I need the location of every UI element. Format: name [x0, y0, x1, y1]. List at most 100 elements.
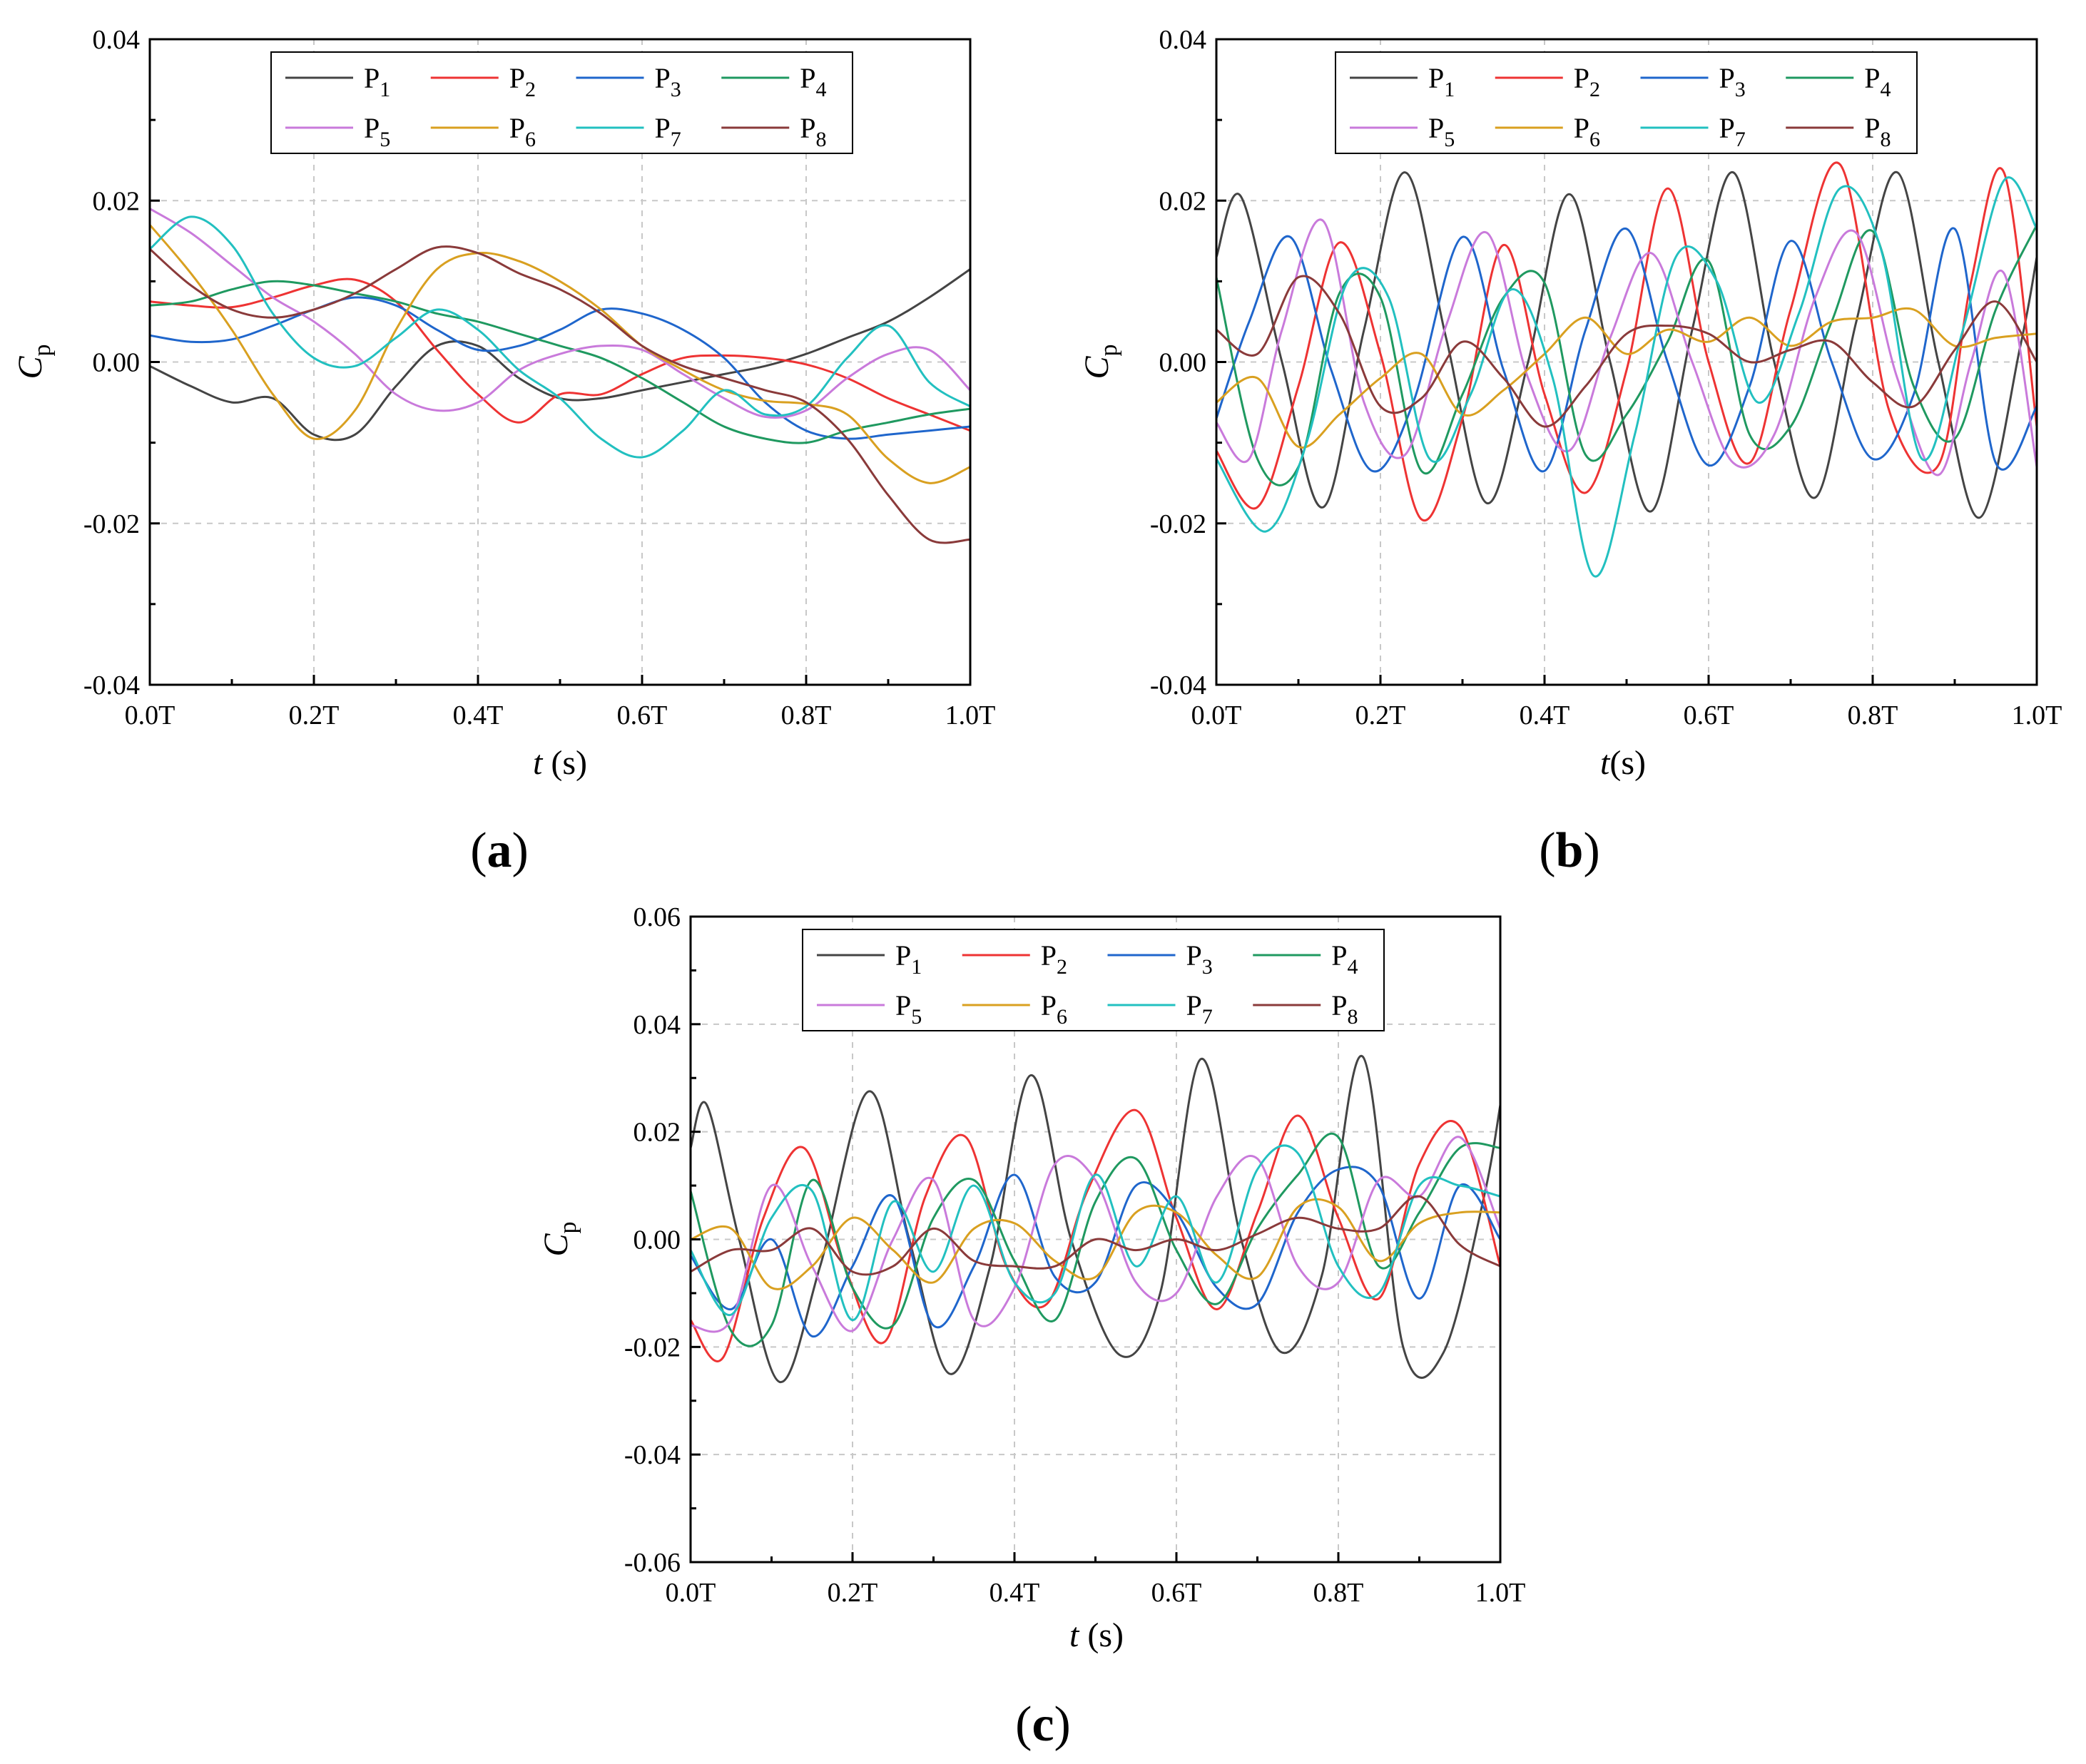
- series-line-p1: [150, 267, 970, 442]
- legend-label-p6: P6: [1574, 112, 1600, 151]
- x-axis-title-a: t (s): [533, 744, 587, 782]
- series-layer-a: [150, 208, 970, 544]
- series-line-p8: [691, 1195, 1500, 1276]
- y-tick-label: 0.00: [634, 1225, 681, 1255]
- series-line-p5: [691, 1136, 1500, 1333]
- x-tick-label: 0.6T: [1151, 1578, 1202, 1608]
- series-line-p1: [691, 1055, 1500, 1383]
- legend-label-p5: P5: [364, 112, 390, 151]
- series-line-p5: [150, 208, 970, 419]
- legend-label-p7: P7: [655, 112, 681, 151]
- y-tick-label: -0.02: [1150, 509, 1206, 539]
- y-tick-label: 0.00: [1159, 348, 1207, 378]
- series-line-p4: [150, 280, 970, 444]
- series-line-p2: [1216, 161, 2037, 522]
- legend-label-p1: P1: [364, 62, 390, 101]
- x-tick-label: 0.4T: [1520, 700, 1570, 730]
- chart-panel-a: 0.0T 0.2T 0.4T 0.6T 0.8T 1.0T -0.04 -0.02 0.00 0.…: [11, 25, 995, 878]
- legend-label-p2: P2: [1574, 62, 1600, 101]
- panel-label-b: (b): [1539, 823, 1600, 878]
- series-line-p7: [150, 215, 970, 459]
- y-tick-label: -0.04: [624, 1440, 681, 1470]
- x-tick-label: 0.0T: [125, 700, 175, 730]
- legend-label-p4: P4: [1864, 62, 1891, 101]
- x-axis-title-c: t (s): [1069, 1616, 1124, 1654]
- panel-label-c: (c): [1015, 1697, 1071, 1752]
- y-tick-label: -0.04: [1150, 671, 1206, 700]
- legend-label-p4: P4: [1331, 939, 1358, 979]
- legend-label-p5: P5: [895, 989, 922, 1029]
- series-line-p7: [691, 1144, 1500, 1322]
- legend-label-p1: P1: [1428, 62, 1455, 101]
- series-line-p1: [1216, 171, 2037, 519]
- y-tick-label: -0.02: [624, 1332, 681, 1362]
- series-layer-b: [1216, 161, 2037, 578]
- legend-a: P1 P2 P3 P4 P5 P6 P7 P8: [270, 51, 853, 154]
- legend-label-p7: P7: [1719, 112, 1746, 151]
- legend-box: [1335, 51, 1918, 154]
- x-tick-label: 0.0T: [1191, 700, 1242, 730]
- x-tick-label: 1.0T: [945, 700, 996, 730]
- panel-label-a: (a): [470, 823, 529, 878]
- ticks-c: 0.0T 0.2T 0.4T 0.6T 0.8T 1.0T -0.06 -0.04 -0.02 0…: [624, 902, 1526, 1608]
- legend-b: P1 P2 P3 P4 P5 P6 P7 P8: [1335, 51, 1918, 154]
- chart-panel-b: 0.0T 0.2T 0.4T 0.6T 0.8T 1.0T -0.04 -0.02 0.00 0.…: [1078, 25, 2062, 878]
- legend-label-p6: P6: [509, 112, 536, 151]
- y-tick-label: 0.02: [93, 186, 141, 216]
- legend-label-p6: P6: [1041, 989, 1067, 1029]
- series-line-p8: [150, 245, 970, 544]
- y-axis-title-c: Cp: [537, 1221, 581, 1256]
- legend-label-p8: P8: [1864, 112, 1891, 151]
- x-tick-label: 0.2T: [1355, 700, 1406, 730]
- legend-label-p7: P7: [1186, 989, 1213, 1029]
- x-tick-label: 0.8T: [1848, 700, 1898, 730]
- legend-box: [270, 51, 853, 154]
- x-tick-label: 0.2T: [828, 1578, 878, 1608]
- chart-panel-c: 0.0T 0.2T 0.4T 0.6T 0.8T 1.0T -0.06 -0.04 -0.02 0…: [537, 902, 1525, 1752]
- x-tick-label: 0.6T: [1684, 700, 1734, 730]
- y-tick-label: -0.02: [83, 509, 140, 539]
- series-line-p4: [1216, 223, 2037, 486]
- legend-label-p4: P4: [800, 62, 826, 101]
- legend-label-p8: P8: [1331, 989, 1358, 1029]
- ticks-b: 0.0T 0.2T 0.4T 0.6T 0.8T 1.0T -0.04 -0.02 0.00 0.…: [1150, 25, 2062, 730]
- series-layer-c: [691, 1055, 1500, 1383]
- y-tick-label: 0.04: [93, 25, 141, 55]
- legend-label-p2: P2: [1041, 939, 1067, 979]
- legend-label-p3: P3: [1186, 939, 1213, 979]
- y-axis-title-b: Cp: [1078, 344, 1122, 379]
- series-line-p2: [150, 277, 970, 432]
- ticks-a: 0.0T 0.2T 0.4T 0.6T 0.8T 1.0T -0.04 -0.02 0.00 0.…: [83, 25, 996, 730]
- legend-label-p3: P3: [1719, 62, 1746, 101]
- x-tick-label: 0.6T: [617, 700, 668, 730]
- legend-c: P1 P2 P3 P4 P5 P6 P7 P8: [802, 929, 1385, 1031]
- y-tick-label: -0.04: [83, 671, 140, 700]
- legend-label-p5: P5: [1428, 112, 1455, 151]
- legend-label-p8: P8: [800, 112, 826, 151]
- x-tick-label: 0.8T: [781, 700, 832, 730]
- series-line-p8: [1216, 275, 2037, 428]
- series-line-p6: [1216, 307, 2037, 449]
- y-tick-label: 0.06: [634, 902, 681, 932]
- x-tick-label: 0.8T: [1313, 1578, 1364, 1608]
- y-tick-label: 0.04: [1159, 25, 1207, 55]
- series-line-p4: [691, 1132, 1500, 1347]
- y-axis-title-a: Cp: [11, 344, 56, 379]
- y-tick-label: 0.02: [1159, 186, 1207, 216]
- x-tick-label: 0.0T: [666, 1578, 716, 1608]
- x-tick-label: 0.2T: [289, 700, 340, 730]
- series-line-p6: [150, 223, 970, 484]
- series-line-p6: [691, 1198, 1500, 1290]
- series-line-p7: [1216, 176, 2037, 578]
- x-tick-label: 0.4T: [989, 1578, 1040, 1608]
- y-tick-label: 0.04: [634, 1010, 681, 1040]
- series-line-p3: [691, 1166, 1500, 1337]
- series-line-p2: [691, 1108, 1500, 1362]
- y-tick-label: 0.02: [634, 1118, 681, 1148]
- legend-label-p3: P3: [655, 62, 681, 101]
- y-tick-label: 0.00: [93, 348, 141, 378]
- x-axis-title-b: t(s): [1600, 744, 1646, 782]
- legend-box: [802, 929, 1385, 1031]
- x-tick-label: 1.0T: [1475, 1578, 1526, 1608]
